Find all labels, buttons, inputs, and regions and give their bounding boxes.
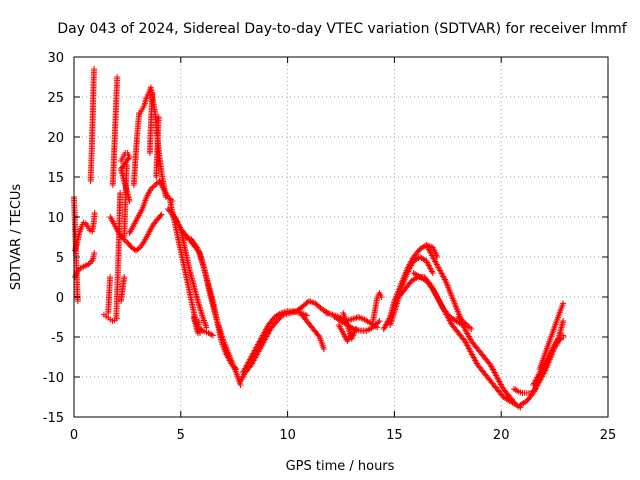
data-point bbox=[456, 315, 463, 322]
x-axis-label: GPS time / hours bbox=[286, 459, 395, 474]
x-tick-label: 10 bbox=[279, 428, 296, 443]
data-point bbox=[162, 194, 169, 200]
data-point bbox=[461, 319, 468, 326]
x-tick-label: 25 bbox=[600, 428, 617, 443]
x-tick-label: 0 bbox=[70, 428, 78, 443]
y-tick-label: -10 bbox=[43, 371, 64, 386]
chart-title: Day 043 of 2024, Sidereal Day-to-day VTE… bbox=[57, 21, 627, 37]
data-point bbox=[376, 318, 383, 324]
data-point bbox=[150, 183, 157, 190]
data-point bbox=[468, 326, 475, 332]
x-tick-label: 5 bbox=[177, 428, 185, 443]
data-point bbox=[513, 387, 520, 394]
data-point bbox=[466, 324, 473, 331]
data-point bbox=[560, 318, 567, 324]
data-points bbox=[71, 66, 567, 411]
data-point bbox=[152, 182, 159, 188]
data-point bbox=[91, 250, 98, 256]
data-point bbox=[315, 332, 322, 339]
axis-ticks: 0 5 10 15 20 25 -15 -10 -5 0 5 10 15 20 25 30 bbox=[43, 51, 617, 443]
data-point bbox=[158, 211, 165, 218]
data-point bbox=[320, 346, 327, 352]
data-point bbox=[121, 274, 128, 280]
data-point bbox=[91, 66, 98, 72]
data-point bbox=[157, 212, 164, 219]
data-point bbox=[560, 300, 567, 307]
data-point bbox=[458, 316, 465, 323]
data-point bbox=[273, 318, 280, 324]
data-point bbox=[121, 236, 128, 243]
data-point bbox=[378, 294, 385, 300]
data-point bbox=[459, 318, 466, 324]
data-point bbox=[371, 323, 378, 330]
data-point bbox=[114, 74, 121, 80]
data-point bbox=[153, 180, 160, 187]
data-point bbox=[560, 334, 567, 340]
data-point bbox=[147, 186, 154, 192]
x-tick-label: 20 bbox=[493, 428, 510, 443]
data-point bbox=[373, 320, 380, 327]
y-tick-label: -5 bbox=[51, 331, 64, 346]
data-point bbox=[556, 336, 563, 343]
data-point bbox=[455, 314, 462, 320]
grid-lines bbox=[74, 57, 608, 417]
y-tick-label: 5 bbox=[56, 251, 64, 266]
y-tick-label: 30 bbox=[47, 51, 64, 66]
data-point bbox=[155, 114, 162, 120]
data-point bbox=[149, 184, 156, 191]
data-point bbox=[91, 210, 98, 216]
y-tick-label: 25 bbox=[47, 91, 64, 106]
data-point bbox=[462, 320, 469, 327]
data-point bbox=[464, 322, 471, 328]
y-tick-label: 10 bbox=[47, 211, 64, 226]
data-point bbox=[123, 162, 130, 168]
data-point bbox=[149, 90, 156, 96]
data-point bbox=[107, 274, 114, 280]
data-point bbox=[208, 331, 215, 338]
data-point bbox=[375, 319, 382, 326]
x-tick-label: 15 bbox=[386, 428, 403, 443]
data-point bbox=[372, 321, 379, 328]
plot-frame bbox=[73, 56, 609, 418]
data-point bbox=[370, 324, 377, 331]
data-point bbox=[199, 327, 206, 334]
data-point bbox=[120, 235, 127, 242]
data-point bbox=[195, 318, 202, 324]
data-point bbox=[209, 332, 216, 339]
data-point bbox=[193, 244, 200, 251]
y-tick-label: -15 bbox=[43, 411, 64, 426]
data-point bbox=[117, 190, 124, 196]
data-point bbox=[465, 323, 472, 330]
data-point bbox=[166, 195, 173, 202]
data-point bbox=[74, 298, 81, 304]
data-point bbox=[352, 326, 359, 332]
data-point bbox=[429, 270, 436, 276]
y-axis-label: SDTVAR / TECUs bbox=[9, 184, 24, 291]
y-tick-label: 0 bbox=[56, 291, 64, 306]
y-tick-label: 20 bbox=[47, 131, 64, 146]
y-tick-label: 15 bbox=[47, 171, 64, 186]
